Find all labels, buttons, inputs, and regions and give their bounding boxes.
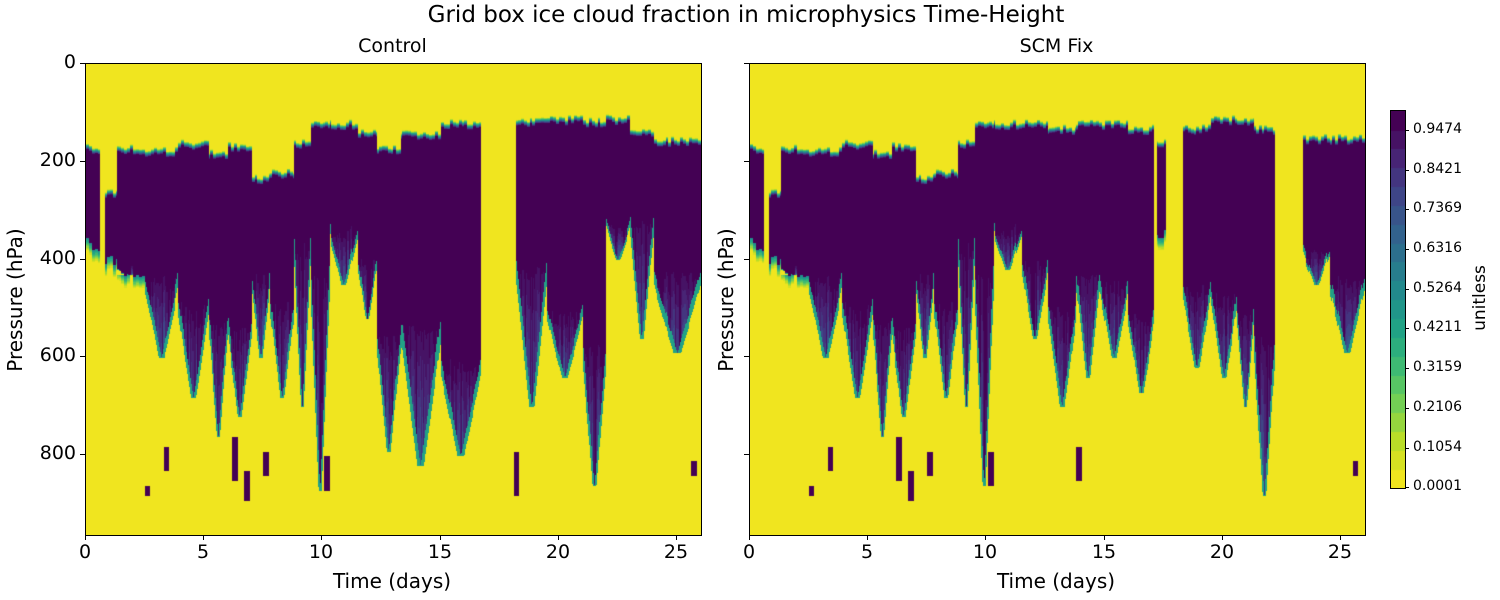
x-tick-mark — [1340, 535, 1341, 540]
colorbar-tick-mark — [1405, 368, 1409, 369]
colorbar-tick: 0.1054 — [1413, 439, 1462, 455]
x-tick-10: 10 — [308, 541, 334, 563]
colorbar-label: unitless — [1470, 265, 1490, 331]
x-tick-20: 20 — [1209, 541, 1235, 563]
x-tick-20: 20 — [545, 541, 571, 563]
colorbar-tick: 0.0001 — [1413, 478, 1462, 494]
colorbar-tick: 0.8421 — [1413, 161, 1462, 177]
x-tick-15: 15 — [427, 541, 453, 563]
y-tick-400: 400 — [39, 247, 76, 269]
x-tick-mark — [558, 535, 559, 540]
colorbar-tick-mark — [1405, 249, 1409, 250]
colorbar-tick-mark — [1405, 130, 1409, 131]
control-x-label: Time (days) — [332, 569, 452, 593]
x-tick-mark — [440, 535, 441, 540]
x-tick-0: 0 — [78, 541, 92, 563]
scm-fix-y-label: Pressure (hPa) — [714, 228, 738, 372]
colorbar-tick-mark — [1405, 328, 1409, 329]
control-y-label: Pressure (hPa) — [3, 228, 27, 372]
y-tick-mark — [744, 454, 749, 455]
colorbar-tick-mark — [1405, 209, 1409, 210]
x-tick-mark — [1222, 535, 1223, 540]
colorbar-tick: 0.9474 — [1413, 121, 1462, 137]
colorbar-tick-mark — [1405, 487, 1409, 488]
colorbar-tick: 0.3159 — [1413, 359, 1462, 375]
figure-title: Grid box ice cloud fraction in microphys… — [427, 2, 1065, 28]
control-panel-title: Control — [358, 35, 427, 57]
y-tick-mark — [744, 161, 749, 162]
y-tick-800: 800 — [39, 442, 76, 464]
x-tick-10: 10 — [972, 541, 998, 563]
colorbar-tick: 0.6316 — [1413, 240, 1462, 256]
y-tick-mark — [80, 259, 85, 260]
y-tick-mark — [744, 259, 749, 260]
y-tick-mark — [80, 356, 85, 357]
x-tick-mark — [321, 535, 322, 540]
x-tick-5: 5 — [860, 541, 874, 563]
colorbar-tick-mark — [1405, 408, 1409, 409]
y-tick-mark — [744, 63, 749, 64]
scm-fix-heatmap — [749, 63, 1366, 536]
y-tick-0: 0 — [63, 51, 76, 73]
scm-fix-heatmap-canvas — [750, 64, 1365, 535]
x-tick-5: 5 — [196, 541, 210, 563]
colorbar-tick-mark — [1405, 448, 1409, 449]
x-tick-mark — [985, 535, 986, 540]
x-tick-mark — [676, 535, 677, 540]
x-tick-mark — [749, 535, 750, 540]
x-tick-mark — [85, 535, 86, 540]
colorbar-tick: 0.5264 — [1413, 280, 1462, 296]
colorbar — [1390, 110, 1406, 489]
colorbar-tick: 0.4211 — [1413, 319, 1462, 335]
control-heatmap-canvas — [86, 64, 701, 535]
y-tick-mark — [80, 161, 85, 162]
y-tick-mark — [80, 63, 85, 64]
control-heatmap — [85, 63, 702, 536]
colorbar-tick: 0.2106 — [1413, 399, 1462, 415]
y-tick-mark — [744, 356, 749, 357]
x-tick-mark — [867, 535, 868, 540]
x-tick-25: 25 — [1327, 541, 1353, 563]
x-tick-25: 25 — [663, 541, 689, 563]
colorbar-tick: 0.7369 — [1413, 200, 1462, 216]
y-tick-200: 200 — [39, 149, 76, 171]
y-tick-600: 600 — [39, 344, 76, 366]
x-tick-mark — [203, 535, 204, 540]
x-tick-0: 0 — [742, 541, 756, 563]
colorbar-gradient — [1391, 111, 1405, 488]
scm-fix-panel-title: SCM Fix — [1019, 35, 1094, 57]
colorbar-tick-mark — [1405, 289, 1409, 290]
scm-fix-x-label: Time (days) — [996, 569, 1116, 593]
colorbar-tick-mark — [1405, 170, 1409, 171]
x-tick-15: 15 — [1091, 541, 1117, 563]
y-tick-mark — [80, 454, 85, 455]
x-tick-mark — [1104, 535, 1105, 540]
